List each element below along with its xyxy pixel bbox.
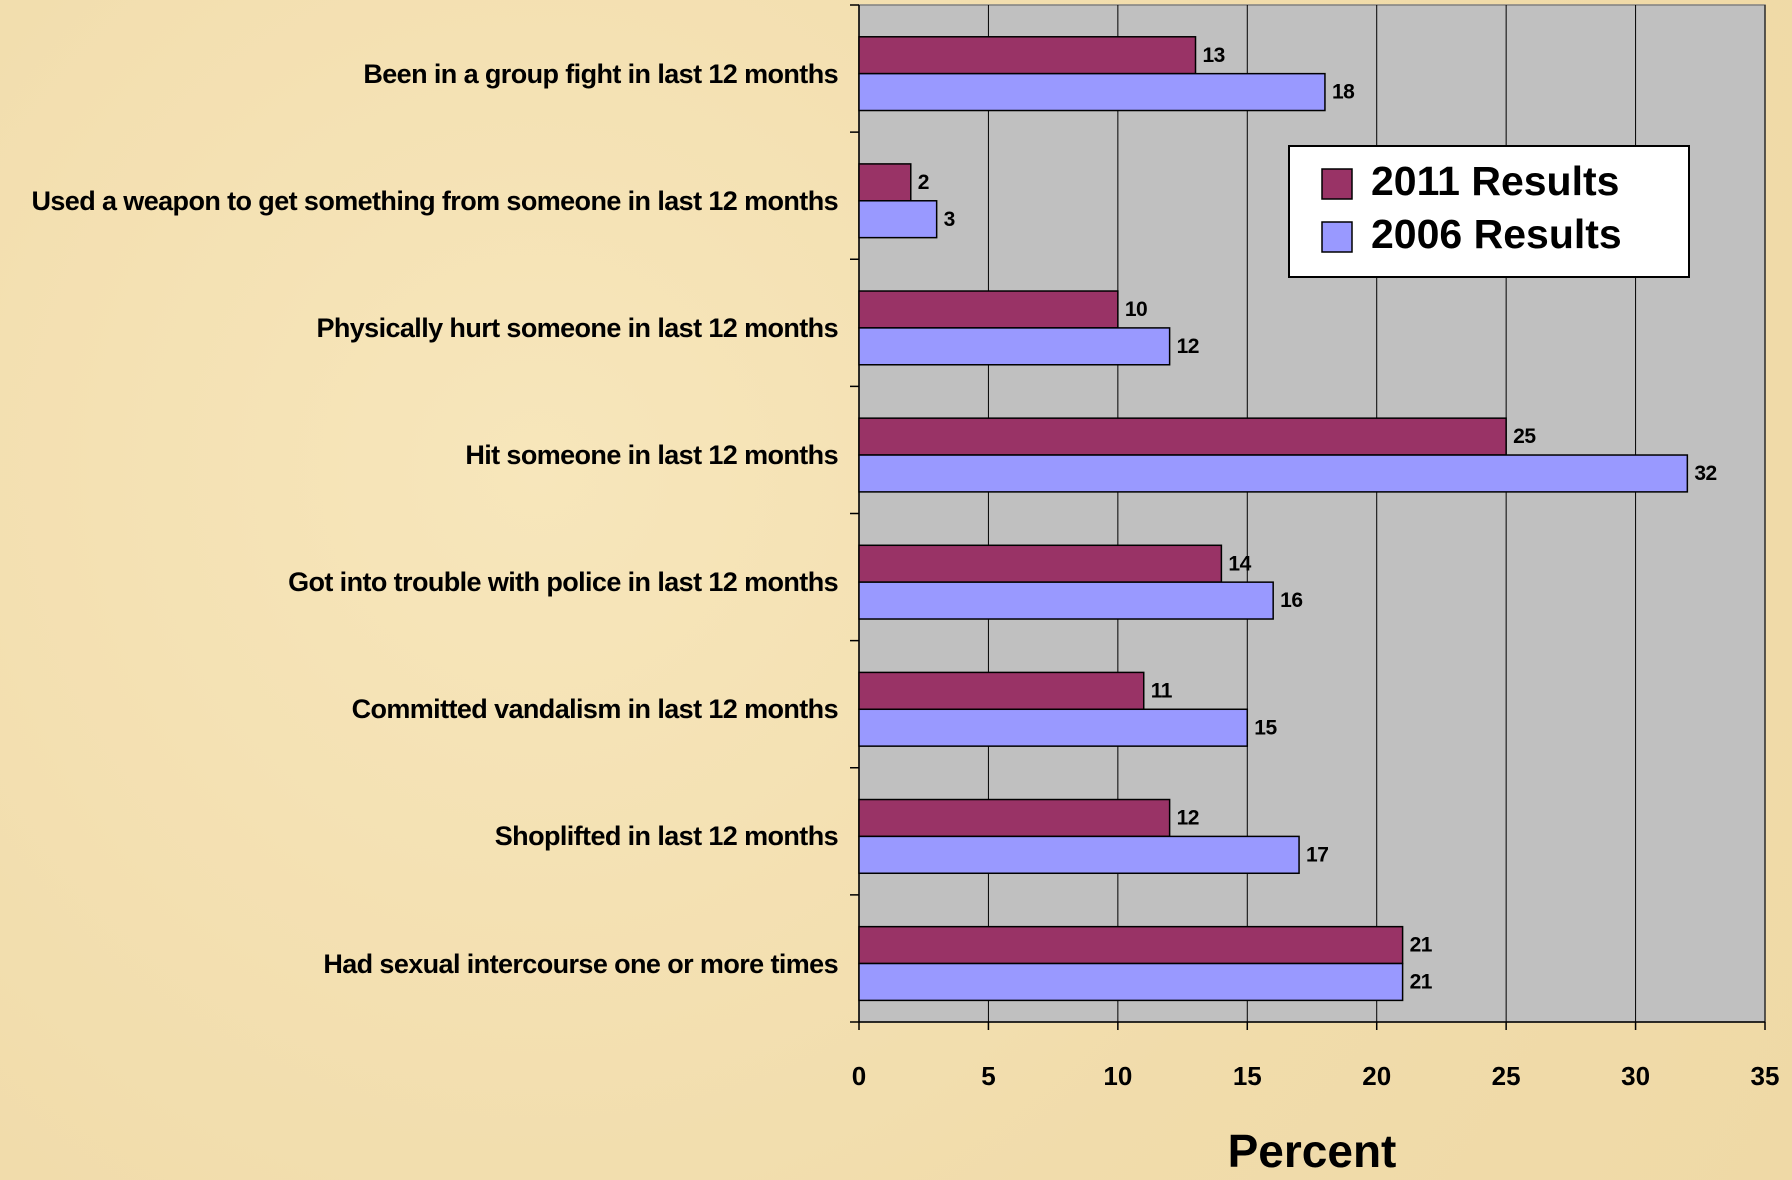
data-label: 18 (1332, 81, 1355, 104)
x-tick-label: 0 (852, 1061, 866, 1091)
bar (858, 290, 1119, 329)
bar (858, 327, 1171, 366)
data-label: 21 (1410, 934, 1433, 957)
y-tick-label: Got into trouble with police in last 12 … (288, 567, 839, 598)
data-label: 3 (944, 208, 955, 231)
bar (858, 708, 1249, 747)
bar (858, 835, 1300, 875)
legend-swatch (1321, 168, 1353, 200)
data-label: 15 (1254, 716, 1277, 739)
data-label: 2 (918, 171, 929, 194)
bar (858, 163, 912, 202)
x-tick-label: 30 (1621, 1061, 1650, 1091)
category-row: Been in a group fight in last 12 months (5, 37, 838, 111)
legend-label: 2006 Results (1371, 211, 1622, 257)
data-label: 13 (1203, 44, 1225, 67)
bar (858, 417, 1507, 456)
bar (858, 798, 1171, 838)
x-axis-label: Percent (1228, 1125, 1397, 1177)
data-label: 16 (1280, 589, 1302, 612)
legend: 2011 Results 2006 Results (1288, 145, 1690, 278)
data-label: 12 (1177, 807, 1199, 830)
data-label: 17 (1306, 843, 1328, 866)
data-label: 12 (1177, 335, 1199, 358)
bar (858, 544, 1223, 583)
category-row: Shoplifted in last 12 months (5, 800, 839, 874)
bar (858, 671, 1145, 711)
legend-swatch (1321, 221, 1353, 253)
y-tick-label: Had sexual intercourse one or more times (323, 948, 838, 979)
bar (858, 72, 1326, 112)
category-row: Committed vandalism in last 12 months (5, 672, 839, 746)
bar (858, 925, 1404, 965)
y-tick-label: Physically hurt someone in last 12 month… (316, 312, 838, 343)
x-tick-label: 10 (1103, 1061, 1132, 1091)
y-tick-label: Used a weapon to get something from some… (31, 185, 838, 216)
bar (858, 581, 1274, 620)
bar (858, 962, 1404, 1002)
data-label: 10 (1125, 298, 1147, 321)
category-row: Used a weapon to get something from some… (5, 164, 838, 238)
bar (858, 200, 938, 239)
y-tick-label: Shoplifted in last 12 months (494, 821, 839, 852)
x-tick-label: 25 (1492, 1061, 1521, 1091)
data-label: 11 (1151, 679, 1173, 702)
category-row: Had sexual intercourse one or more times (5, 927, 838, 1001)
data-label: 25 (1513, 425, 1536, 448)
data-label: 14 (1228, 552, 1251, 575)
y-tick-label: Committed vandalism in last 12 months (351, 694, 839, 725)
data-label: 32 (1694, 462, 1716, 485)
legend-box (1288, 145, 1690, 278)
x-tick-label: 35 (1751, 1061, 1780, 1091)
x-tick-label: 15 (1233, 1061, 1262, 1091)
data-label: 21 (1410, 971, 1433, 994)
legend-label: 2011 Results (1371, 158, 1619, 204)
category-row: Hit someone in last 12 months (5, 418, 838, 492)
x-tick-label: 20 (1362, 1061, 1391, 1091)
bar (858, 454, 1689, 493)
x-tick-label: 5 (981, 1061, 995, 1091)
y-tick-label: Been in a group fight in last 12 months (363, 58, 838, 89)
bar (858, 36, 1197, 75)
category-row: Physically hurt someone in last 12 month… (5, 291, 838, 365)
y-tick-label: Hit someone in last 12 months (465, 440, 838, 471)
category-row: Got into trouble with police in last 12 … (5, 545, 839, 619)
